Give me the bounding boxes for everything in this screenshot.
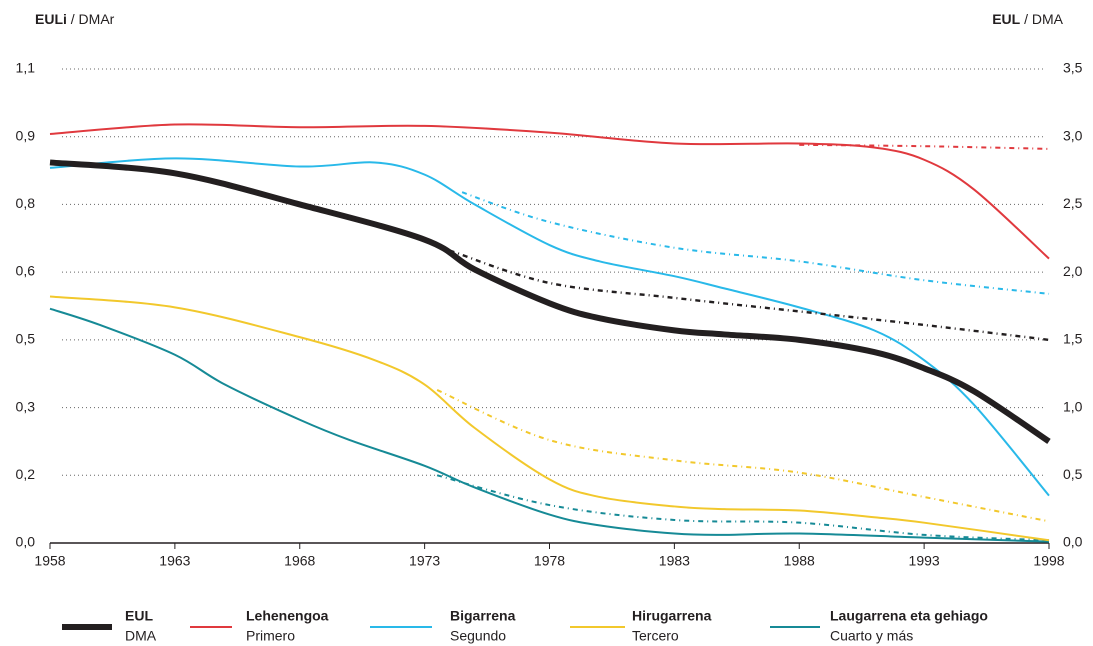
y-tick-label: 0,6 xyxy=(16,263,36,279)
y-title-bold: EULi xyxy=(35,11,67,27)
y-tick-label: 1,1 xyxy=(16,60,36,76)
legend-sublabel: Cuarto y más xyxy=(830,628,913,644)
y2-title-rest: / DMA xyxy=(1024,11,1064,27)
x-tick-label: 1983 xyxy=(659,553,690,569)
y-tick-label: 0,3 xyxy=(16,398,36,414)
series-line xyxy=(49,295,1050,542)
y2-tick-label: 0,5 xyxy=(1063,466,1083,482)
y2-title-bold: EUL xyxy=(992,11,1020,27)
projection-line xyxy=(449,249,1050,342)
x-tick-label: 1958 xyxy=(34,553,65,569)
y-tick-label: 0,0 xyxy=(16,534,36,550)
legend-label: Lehenengoa xyxy=(246,608,329,624)
legend-label: Bigarrena xyxy=(450,608,516,624)
y2-tick-label: 0,0 xyxy=(1063,534,1083,550)
y2-tick-label: 2,5 xyxy=(1063,195,1083,211)
x-tick-label: 1993 xyxy=(909,553,940,569)
x-tick-label: 1988 xyxy=(784,553,815,569)
x-tick-label: 1998 xyxy=(1033,553,1064,569)
projection-line xyxy=(436,389,1050,523)
legend-sublabel: Tercero xyxy=(632,628,679,644)
y2-tick-label: 1,0 xyxy=(1063,398,1083,414)
legend-sublabel: Primero xyxy=(246,628,295,644)
y2-axis-title: EUL / DMA xyxy=(992,11,1063,27)
y-tick-label: 0,8 xyxy=(16,195,36,211)
x-tick-label: 1963 xyxy=(159,553,190,569)
y-title-rest: / DMAr xyxy=(71,11,115,27)
y2-tick-label: 3,0 xyxy=(1063,127,1083,143)
x-tick-label: 1973 xyxy=(409,553,440,569)
y-axis-title: EULi / DMAr xyxy=(35,11,115,27)
y-tick-label: 0,2 xyxy=(16,466,36,482)
series-line xyxy=(49,157,1050,497)
y-tick-label: 0,5 xyxy=(16,331,36,347)
legend-label: Hirugarrena xyxy=(632,608,712,624)
projection-line xyxy=(461,191,1050,295)
series-line xyxy=(49,123,1050,260)
series-line xyxy=(49,307,1050,543)
y2-tick-label: 2,0 xyxy=(1063,263,1083,279)
x-tick-label: 1968 xyxy=(284,553,315,569)
projection-line xyxy=(436,474,1050,542)
legend-label: EUL xyxy=(125,608,153,624)
y2-tick-label: 1,5 xyxy=(1063,331,1083,347)
series-line xyxy=(49,159,1051,444)
y-tick-label: 0,9 xyxy=(16,127,36,143)
x-tick-label: 1978 xyxy=(534,553,565,569)
legend-label: Laugarrena eta gehiago xyxy=(830,608,988,624)
legend-sublabel: DMA xyxy=(125,628,157,644)
y2-tick-label: 3,5 xyxy=(1063,60,1083,76)
legend-sublabel: Segundo xyxy=(450,628,506,644)
